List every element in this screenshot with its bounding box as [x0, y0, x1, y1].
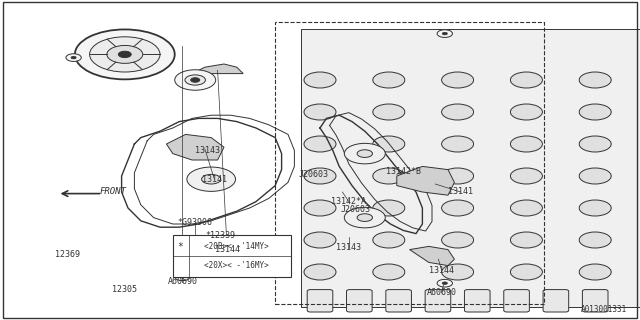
Circle shape [442, 136, 474, 152]
Text: J20603: J20603 [340, 205, 370, 214]
FancyBboxPatch shape [386, 290, 412, 312]
Circle shape [372, 136, 405, 152]
Circle shape [304, 136, 336, 152]
Circle shape [442, 168, 474, 184]
Text: 13143: 13143 [336, 244, 362, 252]
Text: 13141: 13141 [448, 188, 474, 196]
Circle shape [75, 29, 175, 79]
Circle shape [344, 143, 385, 164]
Circle shape [579, 232, 611, 248]
Circle shape [372, 72, 405, 88]
Text: 13144: 13144 [214, 245, 240, 254]
Circle shape [442, 104, 474, 120]
Text: 13144: 13144 [429, 266, 454, 275]
Polygon shape [166, 134, 224, 160]
Circle shape [442, 200, 474, 216]
Text: A60690: A60690 [427, 288, 456, 297]
Circle shape [187, 167, 236, 191]
Circle shape [511, 168, 543, 184]
Circle shape [437, 30, 452, 37]
FancyBboxPatch shape [307, 290, 333, 312]
Text: <20B>< -'14MY>: <20B>< -'14MY> [204, 242, 269, 251]
Text: *: * [177, 242, 184, 252]
Circle shape [579, 104, 611, 120]
Circle shape [304, 168, 336, 184]
Circle shape [579, 200, 611, 216]
Text: 13142*B: 13142*B [386, 167, 420, 176]
Circle shape [437, 279, 452, 287]
FancyBboxPatch shape [465, 290, 490, 312]
Text: A60690: A60690 [168, 277, 197, 286]
Text: 13141: 13141 [202, 175, 227, 184]
Circle shape [579, 168, 611, 184]
Circle shape [579, 264, 611, 280]
Circle shape [90, 37, 160, 72]
Circle shape [442, 72, 474, 88]
Circle shape [372, 168, 405, 184]
Circle shape [511, 104, 543, 120]
Circle shape [107, 45, 143, 63]
Circle shape [202, 174, 221, 184]
Text: <20X>< -'16MY>: <20X>< -'16MY> [204, 261, 269, 270]
Circle shape [372, 232, 405, 248]
FancyBboxPatch shape [173, 235, 291, 277]
Polygon shape [410, 246, 454, 266]
Text: 13143: 13143 [195, 146, 221, 155]
FancyBboxPatch shape [504, 290, 529, 312]
Circle shape [118, 51, 131, 58]
FancyBboxPatch shape [543, 290, 569, 312]
Circle shape [71, 56, 76, 59]
Circle shape [511, 200, 543, 216]
Circle shape [175, 273, 190, 281]
Circle shape [185, 75, 205, 85]
Text: 12369: 12369 [54, 250, 80, 259]
Circle shape [175, 70, 216, 90]
Circle shape [180, 276, 185, 278]
Circle shape [304, 200, 336, 216]
Circle shape [372, 200, 405, 216]
Text: *12339: *12339 [206, 231, 236, 240]
FancyBboxPatch shape [346, 290, 372, 312]
Circle shape [66, 54, 81, 61]
Text: *G93906: *G93906 [178, 218, 212, 227]
FancyBboxPatch shape [425, 290, 451, 312]
Circle shape [357, 150, 372, 157]
Circle shape [511, 232, 543, 248]
Text: A013001331: A013001331 [581, 305, 627, 314]
Polygon shape [192, 64, 243, 74]
Circle shape [191, 78, 200, 82]
FancyBboxPatch shape [582, 290, 608, 312]
Circle shape [304, 264, 336, 280]
Text: 12305: 12305 [112, 285, 138, 294]
Text: FRONT: FRONT [99, 187, 126, 196]
Circle shape [372, 104, 405, 120]
Circle shape [579, 72, 611, 88]
Circle shape [511, 136, 543, 152]
Circle shape [442, 282, 447, 284]
Circle shape [442, 264, 474, 280]
Circle shape [304, 72, 336, 88]
Circle shape [304, 104, 336, 120]
Circle shape [304, 232, 336, 248]
Circle shape [511, 72, 543, 88]
Polygon shape [397, 166, 454, 195]
Text: 13142*A: 13142*A [332, 197, 366, 206]
Circle shape [511, 264, 543, 280]
Circle shape [357, 214, 372, 221]
FancyBboxPatch shape [301, 29, 640, 307]
Circle shape [442, 32, 447, 35]
Circle shape [344, 207, 385, 228]
Circle shape [372, 264, 405, 280]
Circle shape [442, 232, 474, 248]
Text: J20603: J20603 [299, 170, 328, 179]
Circle shape [579, 136, 611, 152]
